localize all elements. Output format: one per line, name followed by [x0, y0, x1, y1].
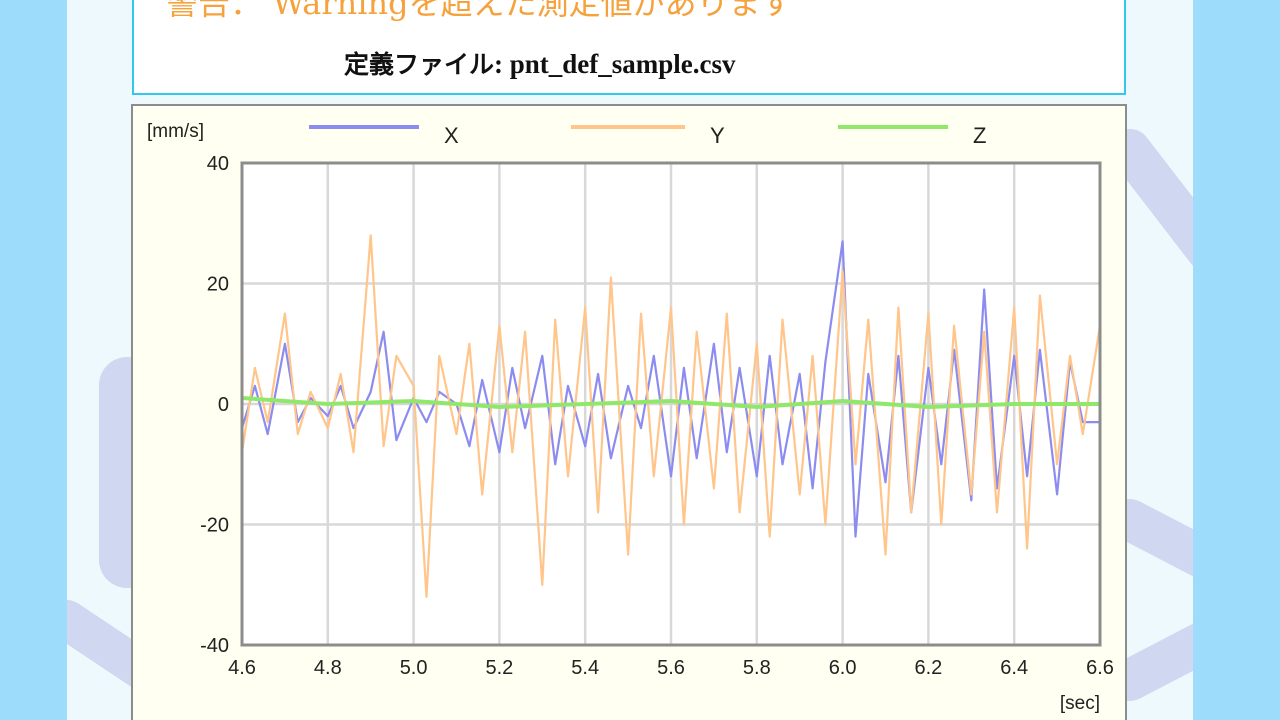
x-tick-label: 6.4 [1000, 657, 1028, 679]
definition-file-name: : pnt_def_sample.csv [494, 49, 736, 79]
series-x-line [240, 240, 1100, 538]
x-tick-label: 5.0 [400, 657, 428, 679]
legend-z-label: Z [973, 123, 986, 148]
definition-file-line: 定義ファイル: pnt_def_sample.csv [344, 45, 736, 81]
y-tick-label: 0 [218, 394, 229, 416]
legend-x-label: X [444, 123, 459, 148]
x-tick-label: 6.2 [914, 657, 942, 679]
velocity-chart: 4.6 4.8 5.0 5.2 5.4 5.6 5.8 6.0 6.2 6.4 6.6 40 20 0 -2… [147, 121, 1114, 714]
x-tick-label: 6.6 [1086, 657, 1114, 679]
plot-frame [240, 161, 1102, 647]
y-tick-label: -20 [200, 515, 229, 537]
x-tick-label: 5.6 [657, 657, 685, 679]
definition-file-label: 定義ファイル [344, 50, 495, 79]
x-tick-label: 4.6 [228, 657, 256, 679]
x-axis-label: [sec] [1060, 693, 1100, 714]
x-tick-label: 6.0 [829, 657, 857, 679]
y-tick-label: 20 [207, 274, 229, 296]
y-tick-label: -40 [200, 635, 229, 657]
series-y-line [240, 234, 1102, 598]
warning-message: 警告： Warningを超えた測定値があります [166, 0, 793, 22]
report-page: 警告： Warningを超えた測定値があります 定義ファイル: pnt_def_… [67, 0, 1193, 720]
y-axis-label: [mm/s] [147, 121, 204, 142]
y-tick-label: 40 [207, 153, 229, 175]
x-tick-label: 5.4 [571, 657, 599, 679]
x-tick-label: 5.8 [743, 657, 771, 679]
series-z-line [241, 396, 1100, 409]
x-tick-label: 4.8 [314, 657, 342, 679]
chart-panel: 4.6 4.8 5.0 5.2 5.4 5.6 5.8 6.0 6.2 6.4 6.6 40 20 0 -2… [131, 104, 1127, 720]
header-box: 警告： Warningを超えた測定値があります 定義ファイル: pnt_def_… [132, 0, 1126, 95]
legend-y-label: Y [710, 123, 725, 148]
x-tick-label: 5.2 [485, 657, 513, 679]
